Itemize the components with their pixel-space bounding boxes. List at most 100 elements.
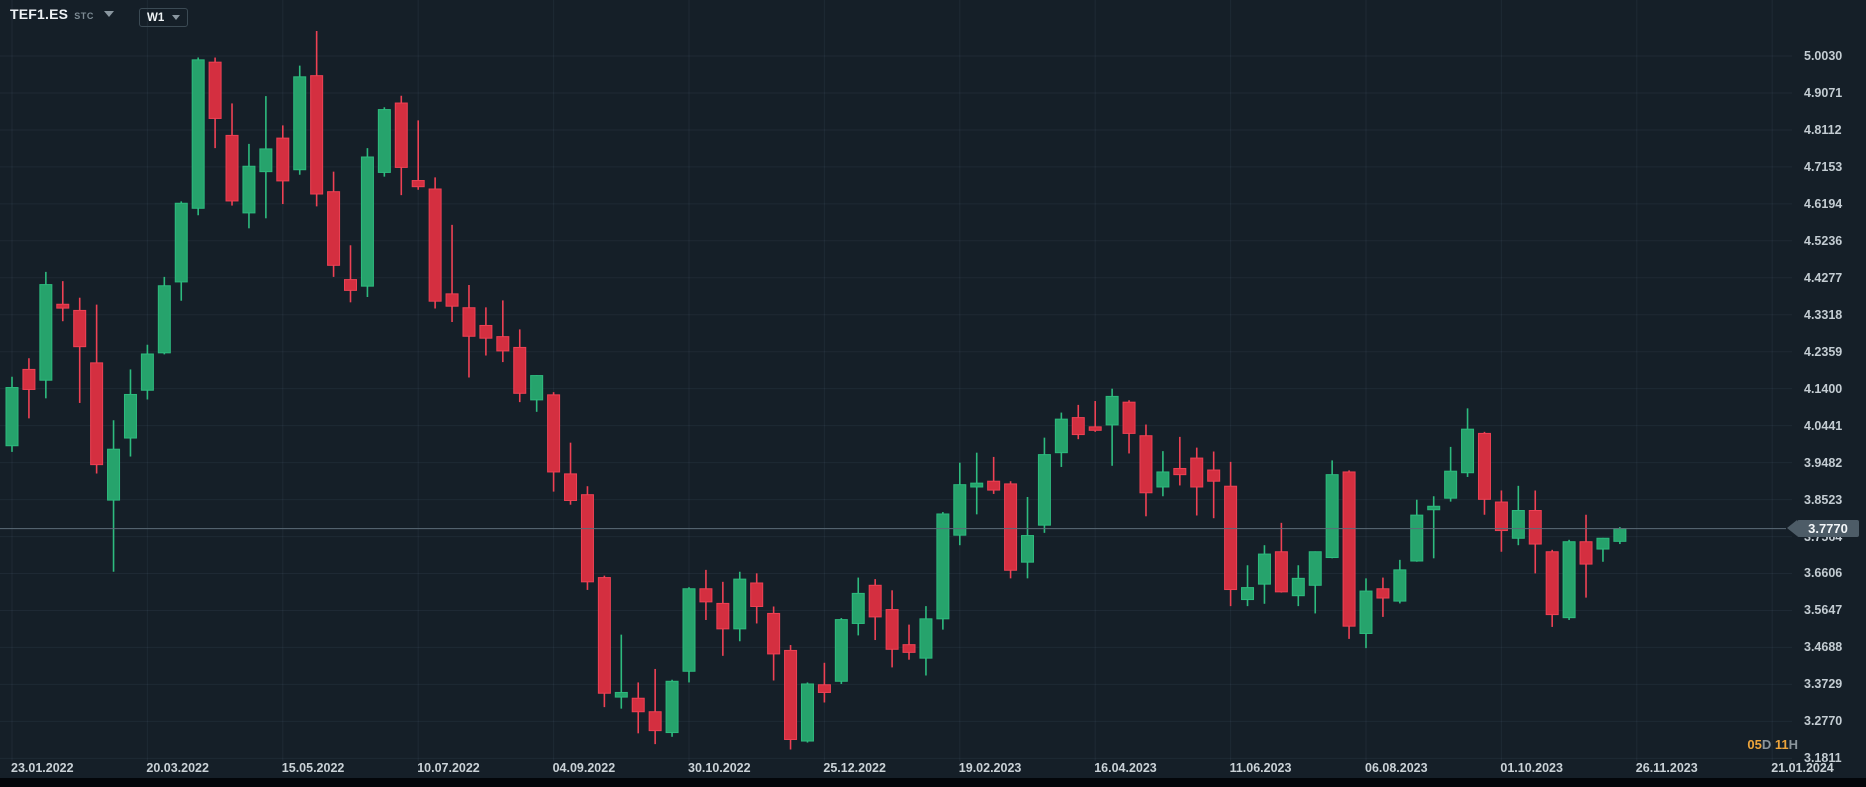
candle-body — [157, 285, 171, 354]
candle-body — [733, 578, 747, 630]
candle-body — [851, 592, 865, 624]
candle-close-countdown: 05D 11H — [1738, 737, 1798, 752]
candle-body — [1393, 569, 1407, 602]
candle-body — [1579, 541, 1593, 565]
candle-body — [1308, 551, 1322, 586]
candle-body — [1359, 590, 1373, 634]
candle-body — [174, 202, 188, 283]
date-axis-label: 25.12.2022 — [823, 761, 886, 775]
candle-body — [293, 76, 307, 171]
candle-body — [936, 513, 950, 620]
candle-body — [597, 577, 611, 694]
candle-body — [242, 165, 256, 214]
candle-body — [868, 584, 882, 618]
symbol-selector-button[interactable]: TEF1.ES STC — [10, 6, 115, 22]
date-axis-label: 11.06.2023 — [1229, 761, 1292, 775]
candle-body — [428, 188, 442, 302]
candle-body — [767, 612, 781, 655]
price-axis-label: 4.9071 — [1804, 85, 1843, 100]
chevron-down-icon — [172, 15, 181, 20]
date-axis-label: 15.05.2022 — [281, 761, 345, 775]
candle-body — [310, 75, 324, 195]
date-axis-label: 30.10.2022 — [688, 761, 751, 775]
candle-body — [411, 180, 425, 188]
candle-body — [1004, 483, 1018, 571]
candle-body — [1562, 541, 1576, 619]
price-axis-label: 4.2359 — [1804, 344, 1843, 359]
candle-body — [1325, 474, 1339, 559]
candle-body — [90, 362, 104, 466]
date-axis-label: 16.04.2023 — [1094, 761, 1157, 775]
candle-body — [5, 387, 19, 447]
price-axis-label: 3.8523 — [1804, 492, 1843, 507]
candle-body — [834, 619, 848, 682]
candle-body — [919, 618, 933, 659]
countdown-days-unit: D — [1761, 737, 1772, 752]
candle-body — [1376, 588, 1390, 599]
timeframe-selector-button[interactable]: W1 — [139, 8, 189, 27]
symbol-name: TEF1.ES — [10, 6, 69, 22]
candle-body — [1511, 510, 1525, 539]
date-axis-label: 23.01.2022 — [11, 761, 74, 775]
chevron-down-icon — [104, 11, 115, 17]
candle-body — [1054, 418, 1068, 454]
candle-body — [1241, 587, 1255, 601]
date-axis-label: 19.02.2023 — [958, 761, 1022, 775]
candle-body — [1545, 551, 1559, 616]
candle-body — [631, 697, 645, 713]
candle-body — [445, 293, 459, 307]
price-axis-label: 3.4688 — [1804, 640, 1843, 655]
date-axis-label: 06.08.2023 — [1365, 761, 1428, 775]
price-axis-label: 3.9482 — [1804, 455, 1843, 470]
price-axis-label: 4.0441 — [1804, 418, 1843, 433]
candle-body — [665, 680, 679, 734]
candle-body — [1596, 537, 1610, 550]
symbol-exchange-suffix: STC — [74, 11, 95, 21]
price-axis-label: 4.4277 — [1804, 270, 1843, 285]
candle-body — [1122, 401, 1136, 434]
candle-body — [1274, 551, 1288, 593]
candle-body — [1207, 469, 1221, 482]
candle-body — [394, 102, 408, 168]
bottom-bar — [0, 778, 1866, 787]
candle-body — [1021, 535, 1034, 563]
date-axis-label: 26.11.2023 — [1635, 761, 1698, 775]
price-axis-label: 4.6194 — [1804, 196, 1843, 211]
price-axis-label: 4.3318 — [1804, 307, 1843, 322]
candle-body — [462, 307, 476, 337]
candle-body — [750, 582, 764, 607]
timeframe-label: W1 — [147, 11, 165, 24]
candle-body — [208, 61, 222, 119]
candle-body — [1139, 435, 1153, 494]
symbol-bar: TEF1.ES STC — [10, 6, 115, 22]
price-axis-label: 5.0030 — [1804, 49, 1843, 63]
candle-body — [614, 691, 628, 698]
candle-body — [1071, 417, 1085, 436]
candle-body — [344, 279, 357, 291]
candle-body — [191, 59, 205, 209]
candle-body — [885, 609, 899, 650]
candle-body — [547, 394, 561, 473]
candle-body — [360, 156, 374, 287]
candle-body — [1224, 485, 1238, 591]
candle-body — [1037, 454, 1051, 526]
candle-body — [800, 683, 814, 742]
candle-body — [1291, 577, 1305, 597]
candle-body — [1088, 426, 1102, 431]
price-axis-label: 3.3729 — [1804, 677, 1843, 692]
candle-body — [716, 602, 730, 630]
candle-body — [817, 684, 831, 693]
candle-body — [496, 336, 510, 352]
candle-body — [1173, 467, 1187, 476]
countdown-hours: 11 — [1774, 737, 1789, 752]
candle-body — [682, 588, 696, 672]
current-price-tag: 3.7770 — [1787, 520, 1859, 538]
candle-body — [513, 346, 527, 394]
candle-body — [1105, 395, 1119, 426]
candle-body — [1257, 553, 1271, 585]
candle-body — [564, 473, 578, 501]
candle-body — [73, 309, 87, 348]
candle-body — [56, 303, 70, 309]
